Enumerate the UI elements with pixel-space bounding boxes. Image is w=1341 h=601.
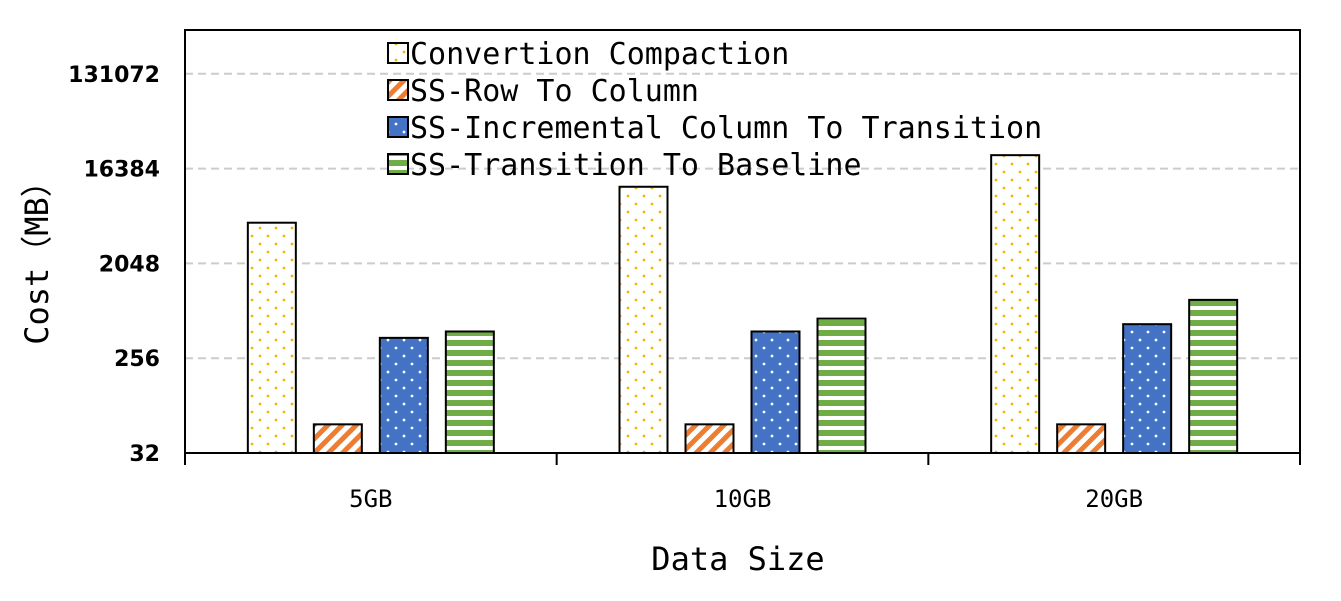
- bar-ss-transition-to-baseline-20gb: [1188, 298, 1239, 454]
- y-tick-label: 32: [129, 442, 160, 467]
- x-category-label: 5GB: [349, 485, 392, 513]
- legend-label: SS-Transition To Baseline: [410, 148, 862, 183]
- x-axis-title: Data Size: [651, 540, 824, 578]
- axes: [184, 29, 1301, 465]
- y-axis-title: Cost（MB）: [18, 165, 56, 345]
- x-category-labels: 5GB 10GB 20GB: [349, 485, 1143, 513]
- bars: [246, 154, 1239, 455]
- legend-swatch: [387, 42, 409, 64]
- bar-ss-incremental-column-to-transition-20gb: [1122, 323, 1173, 455]
- gridlines: [185, 72, 1300, 360]
- plot-frame: [184, 29, 1301, 454]
- bar-ss-row-to-column-20gb: [1056, 423, 1107, 454]
- legend-swatch: [387, 153, 409, 175]
- y-tick-labels: 32 256 2048 16384 131072: [68, 63, 160, 467]
- bar-ss-transition-to-baseline-5gb: [444, 330, 495, 454]
- x-category-label: 20GB: [1085, 485, 1143, 513]
- bar-convertion-compaction-10gb: [618, 185, 669, 454]
- bar-convertion-compaction-20gb: [990, 154, 1041, 454]
- bar-ss-row-to-column-5gb: [312, 423, 363, 454]
- x-category-label: 10GB: [714, 485, 772, 513]
- bar-ss-row-to-column-10gb: [684, 423, 735, 454]
- legend-label: SS-Row To Column: [410, 74, 699, 109]
- legend-swatch: [387, 79, 409, 101]
- y-tick-label: 2048: [99, 252, 160, 277]
- bar-ss-transition-to-baseline-10gb: [816, 317, 867, 455]
- legend-label: SS-Incremental Column To Transition: [410, 111, 1042, 146]
- bar-convertion-compaction-5gb: [246, 221, 297, 454]
- bar-ss-incremental-column-to-transition-10gb: [750, 330, 801, 454]
- y-tick-label: 131072: [68, 63, 160, 88]
- y-tick-label: 256: [114, 347, 160, 372]
- bar-ss-incremental-column-to-transition-5gb: [378, 336, 429, 455]
- legend-swatch: [387, 116, 409, 138]
- y-tick-label: 16384: [83, 158, 160, 183]
- legend-label: Convertion Compaction: [410, 37, 789, 72]
